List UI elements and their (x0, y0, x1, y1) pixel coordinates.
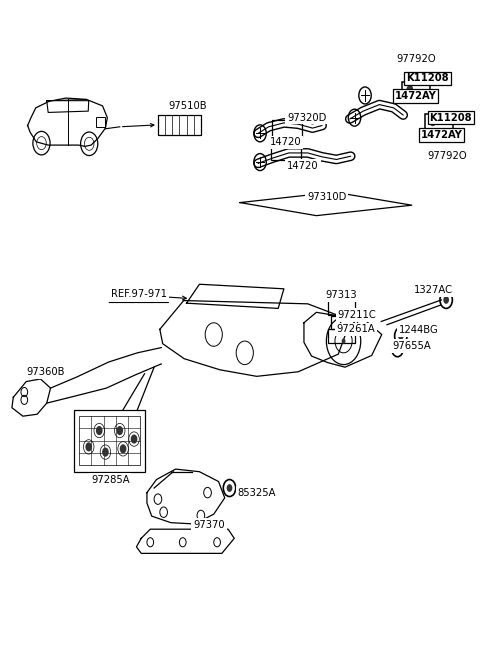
Bar (328, 329, 355, 343)
Text: 97285A: 97285A (91, 474, 130, 485)
Text: 1472AY: 1472AY (420, 131, 462, 140)
Text: 1244BG: 1244BG (399, 325, 439, 335)
Text: 97310D: 97310D (307, 192, 347, 202)
Text: 97360B: 97360B (26, 367, 65, 377)
Text: 97313: 97313 (325, 291, 357, 300)
Bar (74, 409, 145, 472)
Text: 97261A: 97261A (336, 324, 375, 335)
Circle shape (102, 447, 109, 457)
Bar (96, 117, 106, 127)
Text: 1327AC: 1327AC (414, 285, 453, 295)
Text: 1472AY: 1472AY (395, 91, 436, 101)
Bar (425, 113, 453, 129)
Text: 97792O: 97792O (397, 54, 436, 64)
Text: 14720: 14720 (270, 138, 301, 148)
Text: 97510B: 97510B (168, 101, 207, 111)
Text: 97792O: 97792O (428, 151, 468, 161)
Circle shape (131, 434, 137, 443)
Bar (273, 119, 302, 136)
Circle shape (398, 332, 404, 340)
Text: K11208: K11208 (430, 113, 472, 123)
Circle shape (85, 442, 92, 451)
Circle shape (120, 444, 126, 453)
Bar (158, 115, 201, 134)
Text: 14720: 14720 (287, 161, 319, 171)
Text: REF.97-971: REF.97-971 (111, 289, 167, 299)
Text: K11208: K11208 (406, 73, 449, 83)
Text: 97211C: 97211C (337, 310, 376, 320)
Bar (271, 143, 300, 160)
Bar (79, 416, 140, 465)
Bar (402, 82, 430, 97)
Circle shape (407, 85, 413, 94)
Text: 97655A: 97655A (393, 341, 431, 352)
Circle shape (116, 426, 123, 435)
Circle shape (96, 426, 103, 435)
Circle shape (430, 117, 436, 126)
Circle shape (227, 484, 232, 492)
Text: 85325A: 85325A (238, 487, 276, 498)
Bar (331, 316, 357, 329)
Circle shape (444, 296, 449, 304)
Circle shape (342, 338, 346, 344)
Bar (328, 300, 355, 315)
Text: 97320D: 97320D (287, 113, 326, 123)
Text: 97370: 97370 (193, 520, 225, 530)
